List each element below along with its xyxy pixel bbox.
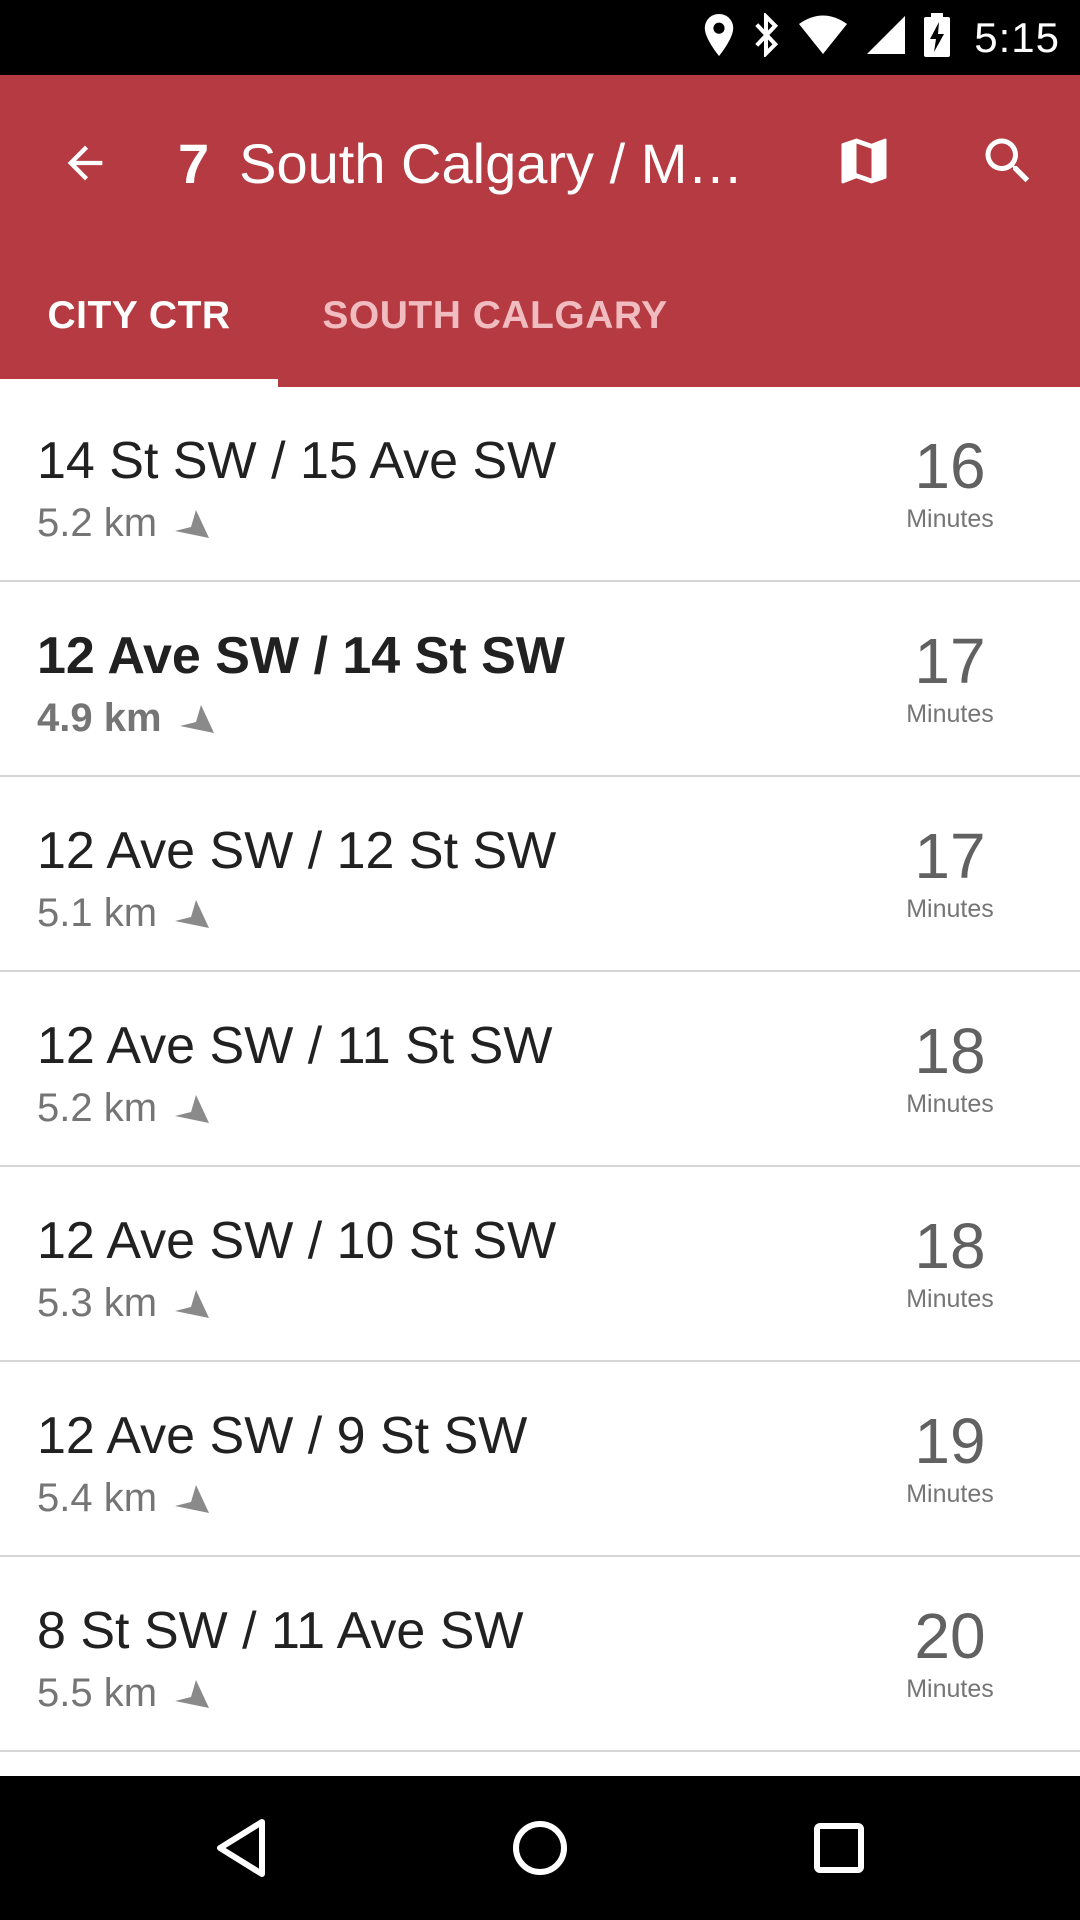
stop-row[interactable]: 12 Ave SW / 12 St SW 5.1 km 17 Minutes [0,777,1080,972]
back-triangle-icon [217,1819,265,1877]
direction-tabs: CITY CTR SOUTH CALGARY [0,245,1080,387]
eta-minutes: 18 [914,1015,986,1087]
eta-unit: Minutes [906,1090,994,1118]
tab-city-ctr[interactable]: CITY CTR [47,294,231,337]
direction-arrow-icon [175,1679,210,1708]
eta-unit: Minutes [906,505,994,533]
back-arrow-icon [67,145,103,181]
route-number: 7 [178,131,210,195]
map-icon [841,138,887,184]
route-name: South Calgary / M… [239,131,744,195]
stop-row[interactable]: 8 St SW / 11 Ave SW 5.5 km 20 Minutes [0,1557,1080,1752]
stop-row[interactable]: 12 Ave SW / 9 St SW 5.4 km 19 Minutes [0,1362,1080,1557]
eta: 17 Minutes [890,821,1010,924]
direction-arrow-icon [175,509,210,538]
home-circle-icon [513,1821,567,1875]
eta: 18 Minutes [890,1016,1010,1119]
back-button[interactable] [50,128,120,198]
stop-name: 12 Ave SW / 12 St SW [37,822,557,880]
status-icons: 5:15 [704,0,1060,75]
stop-distance-line: 5.3 km [37,1281,213,1326]
map-button[interactable] [828,125,900,197]
stop-name: 14 St SW / 15 Ave SW [37,432,557,490]
stop-name: 12 Ave SW / 14 St SW [37,627,565,685]
eta-unit: Minutes [906,700,994,728]
stop-distance: 5.2 km [37,501,158,545]
nav-recents-button[interactable] [797,1806,881,1890]
eta-unit: Minutes [906,1480,994,1508]
stop-distance: 5.3 km [37,1281,158,1325]
eta-minutes: 19 [914,1405,986,1477]
stop-distance: 5.4 km [37,1476,158,1520]
tab-indicator [0,379,278,387]
eta: 17 Minutes [890,626,1010,729]
eta-unit: Minutes [906,895,994,923]
eta-unit: Minutes [906,1675,994,1703]
stop-distance-line: 5.2 km [37,1086,213,1131]
stop-row[interactable]: 12 Ave SW / 11 St SW 5.2 km 18 Minutes [0,972,1080,1167]
stop-row[interactable]: 12 Ave SW / 10 St SW 5.3 km 18 Minutes [0,1167,1080,1362]
eta-minutes: 17 [914,625,986,697]
eta-minutes: 18 [914,1210,986,1282]
stop-distance-line: 5.4 km [37,1476,213,1521]
eta: 16 Minutes [890,431,1010,534]
stop-distance-line: 5.2 km [37,501,213,546]
direction-arrow-icon [175,1094,210,1123]
stop-distance-line: 5.1 km [37,891,213,936]
stop-name: 12 Ave SW / 10 St SW [37,1212,557,1270]
bluetooth-icon [752,11,780,62]
eta: 18 Minutes [890,1211,1010,1314]
nav-home-button[interactable] [498,1806,582,1890]
nav-back-button[interactable] [200,1806,284,1890]
battery-charging-icon [924,13,951,62]
stop-distance: 5.5 km [37,1671,158,1715]
stop-distance-line: 4.9 km [37,696,218,741]
direction-arrow-icon [175,899,210,928]
location-icon [704,14,734,61]
status-time: 5:15 [974,13,1060,61]
stop-distance: 4.9 km [37,696,162,740]
stop-name: 12 Ave SW / 9 St SW [37,1407,528,1465]
direction-arrow-icon [175,1289,210,1318]
direction-arrow-icon [175,1484,210,1513]
stop-row[interactable]: 14 St SW / 15 Ave SW 5.2 km 16 Minutes [0,387,1080,582]
recents-square-icon [814,1823,864,1873]
stop-list: 14 St SW / 15 Ave SW 5.2 km 16 Minutes 1… [0,387,1080,1752]
search-icon [985,138,1030,183]
system-nav-bar [0,1776,1080,1920]
stop-name: 12 Ave SW / 11 St SW [37,1017,553,1075]
tab-south-calgary[interactable]: SOUTH CALGARY [322,294,668,337]
eta-minutes: 20 [914,1600,986,1672]
status-bar: 5:15 [0,0,1080,75]
stop-distance: 5.2 km [37,1086,158,1130]
stop-name: 8 St SW / 11 Ave SW [37,1602,524,1660]
stop-distance-line: 5.5 km [37,1671,213,1716]
eta: 19 Minutes [890,1406,1010,1509]
page-title: 7 South Calgary / M… [178,123,768,203]
signal-icon [866,15,906,60]
direction-arrow-icon [179,704,214,733]
eta: 20 Minutes [890,1601,1010,1704]
app-bar: 7 South Calgary / M… CITY CTR SOUTH CALG… [0,75,1080,387]
eta-minutes: 16 [914,430,986,502]
eta-unit: Minutes [906,1285,994,1313]
toolbar: 7 South Calgary / M… [0,75,1080,245]
stop-row[interactable]: 12 Ave SW / 14 St SW 4.9 km 17 Minutes [0,582,1080,777]
stop-distance: 5.1 km [37,891,158,935]
wifi-icon [798,15,848,60]
search-button[interactable] [972,125,1044,197]
eta-minutes: 17 [914,820,986,892]
